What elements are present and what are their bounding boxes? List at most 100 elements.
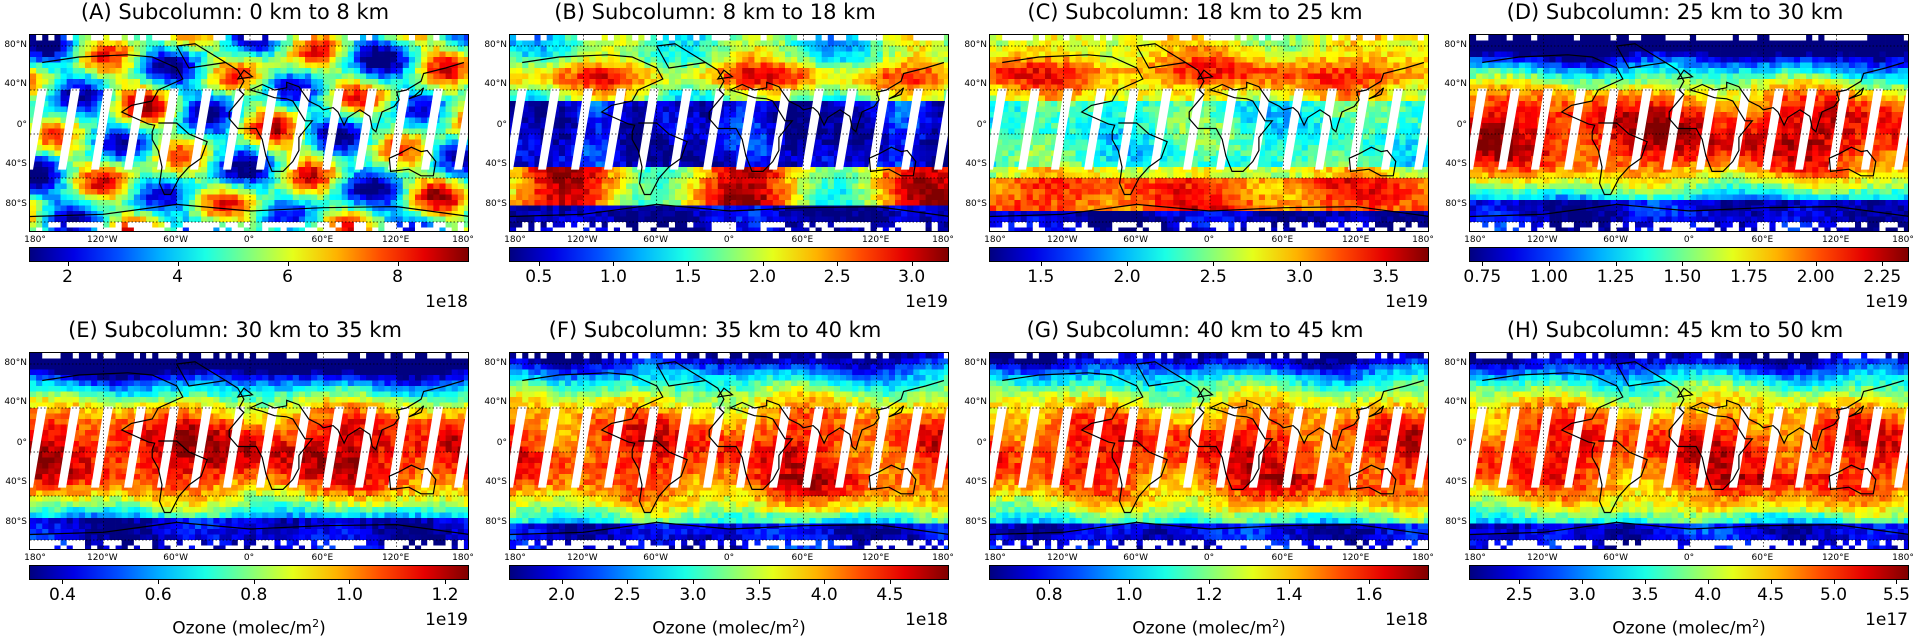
lon-label: 180° xyxy=(984,235,1006,245)
colorbar-tick xyxy=(1896,580,1898,584)
colorbar-tick xyxy=(1129,580,1130,584)
colorbar-tick xyxy=(67,262,69,266)
lon-label: 180° xyxy=(1892,235,1914,245)
colorbar-tick-label: 0.8 xyxy=(1035,585,1062,605)
panel-title: (H) Subcolumn: 45 km to 50 km xyxy=(1440,318,1910,342)
colorbar-tick-label: 3.0 xyxy=(679,585,706,605)
colorbar-tick-label: 2.5 xyxy=(1200,267,1227,287)
orbit-gap-stripes xyxy=(510,88,948,170)
lon-label: 120°W xyxy=(1527,235,1558,245)
colorbar-exponent: 1e19 xyxy=(1865,292,1908,312)
lon-label: 60°W xyxy=(1603,553,1628,563)
ozone-map xyxy=(29,34,469,232)
lat-label: 40°N xyxy=(480,79,507,89)
axis-label-end: ) xyxy=(1279,619,1286,639)
lon-label: 0° xyxy=(724,553,734,563)
colorbar-tick xyxy=(1289,580,1290,584)
panel-title: (F) Subcolumn: 35 km to 40 km xyxy=(480,318,950,342)
lon-label: 120°W xyxy=(1047,235,1078,245)
lat-label: 80°N xyxy=(480,40,507,50)
orbit-gap-stripes xyxy=(30,406,468,488)
lon-label: 60°E xyxy=(1752,235,1774,245)
colorbar-tick-label: 1.6 xyxy=(1355,585,1382,605)
coastlines xyxy=(1470,361,1908,536)
colorbar-tick xyxy=(1833,580,1835,584)
lat-label: 40°N xyxy=(480,397,507,407)
lon-label: 120°W xyxy=(1527,553,1558,563)
coastlines xyxy=(1470,43,1908,218)
colorbar-tick xyxy=(824,580,826,584)
lon-label: 120°W xyxy=(567,553,598,563)
colorbar-tick-label: 2.5 xyxy=(1506,585,1533,605)
lat-label: 80°N xyxy=(0,358,27,368)
lat-label: 80°S xyxy=(1440,517,1467,527)
lat-label: 0° xyxy=(1440,120,1467,130)
lat-label: 40°N xyxy=(0,79,27,89)
colorbar-tick xyxy=(62,580,64,584)
colorbar-exponent: 1e19 xyxy=(425,610,468,630)
lon-label: 0° xyxy=(724,235,734,245)
ozone-field xyxy=(1470,35,1908,231)
colorbar-exponent: 1e17 xyxy=(1865,610,1908,630)
lat-label: 80°N xyxy=(1440,40,1467,50)
lat-label: 40°N xyxy=(1440,397,1467,407)
panel-title: (B) Subcolumn: 8 km to 18 km xyxy=(480,0,950,24)
ozone-map xyxy=(29,352,469,550)
colorbar-tick xyxy=(613,262,615,266)
colorbar-tick-label: 4 xyxy=(172,267,183,287)
colorbar-tick-label: 0.8 xyxy=(240,585,267,605)
coastlines xyxy=(990,361,1428,536)
axis-label-superscript: 2 xyxy=(792,617,799,630)
lon-label: 120°E xyxy=(1342,235,1369,245)
colorbar-exponent: 1e19 xyxy=(1385,292,1428,312)
lat-label: 0° xyxy=(480,438,507,448)
colorbar-tick xyxy=(1519,580,1521,584)
lon-label: 180° xyxy=(452,235,474,245)
colorbar-tick-label: 0.5 xyxy=(525,267,552,287)
lat-label: 80°N xyxy=(1440,358,1467,368)
colorbar-tick xyxy=(253,580,255,584)
colorbar-tick-label: 1.25 xyxy=(1597,267,1635,287)
lon-label: 120°W xyxy=(87,553,118,563)
colorbar-tick xyxy=(889,580,891,584)
colorbar xyxy=(29,565,469,580)
colorbar-tick-label: 6 xyxy=(282,267,293,287)
colorbar-tick xyxy=(349,580,351,584)
panel-0: (A) Subcolumn: 0 km to 8 km 80°N 40°N 0° 40°… xyxy=(0,0,474,318)
lon-label: 60°W xyxy=(1123,553,1148,563)
lon-label: 180° xyxy=(452,553,474,563)
panel-title: (A) Subcolumn: 0 km to 8 km xyxy=(0,0,470,24)
colorbar-tick-label: 1.4 xyxy=(1275,585,1302,605)
colorbar xyxy=(1469,247,1909,262)
lon-label: 60°W xyxy=(643,235,668,245)
colorbar-tick xyxy=(1482,262,1484,266)
colorbar-tick xyxy=(287,262,289,266)
lon-label: 0° xyxy=(244,235,254,245)
colorbar-tick xyxy=(762,262,764,266)
panel-7: (H) Subcolumn: 45 km to 50 km 80°N 40°N 0° 4… xyxy=(1440,318,1914,639)
lat-label: 80°S xyxy=(960,517,987,527)
colorbar-tick-label: 1.2 xyxy=(1195,585,1222,605)
lon-label: 0° xyxy=(1204,553,1214,563)
colorbar-tick-label: 8 xyxy=(392,267,403,287)
lat-label: 40°S xyxy=(0,159,27,169)
colorbar-tick xyxy=(445,580,447,584)
lon-label: 60°E xyxy=(312,235,334,245)
lon-label: 180° xyxy=(1412,553,1434,563)
axis-label-text: Ozone (molec/m xyxy=(652,619,792,639)
colorbar-tick-label: 3.5 xyxy=(1372,267,1399,287)
orbit-gap-stripes xyxy=(30,88,468,170)
panel-1: (B) Subcolumn: 8 km to 18 km 80°N 40°N 0° 40… xyxy=(480,0,954,318)
lat-label: 0° xyxy=(960,120,987,130)
lat-label: 80°N xyxy=(960,40,987,50)
colorbar-tick xyxy=(1645,580,1646,584)
coastlines xyxy=(30,43,468,218)
colorbar-tick xyxy=(561,580,563,584)
lon-label: 180° xyxy=(504,235,526,245)
lon-label: 60°E xyxy=(1752,553,1774,563)
colorbar-tick xyxy=(1040,262,1042,266)
orbit-gap-stripes xyxy=(510,406,948,488)
lat-label: 80°N xyxy=(960,358,987,368)
lat-label: 80°N xyxy=(0,40,27,50)
colorbar-tick-label: 3.5 xyxy=(1631,585,1658,605)
